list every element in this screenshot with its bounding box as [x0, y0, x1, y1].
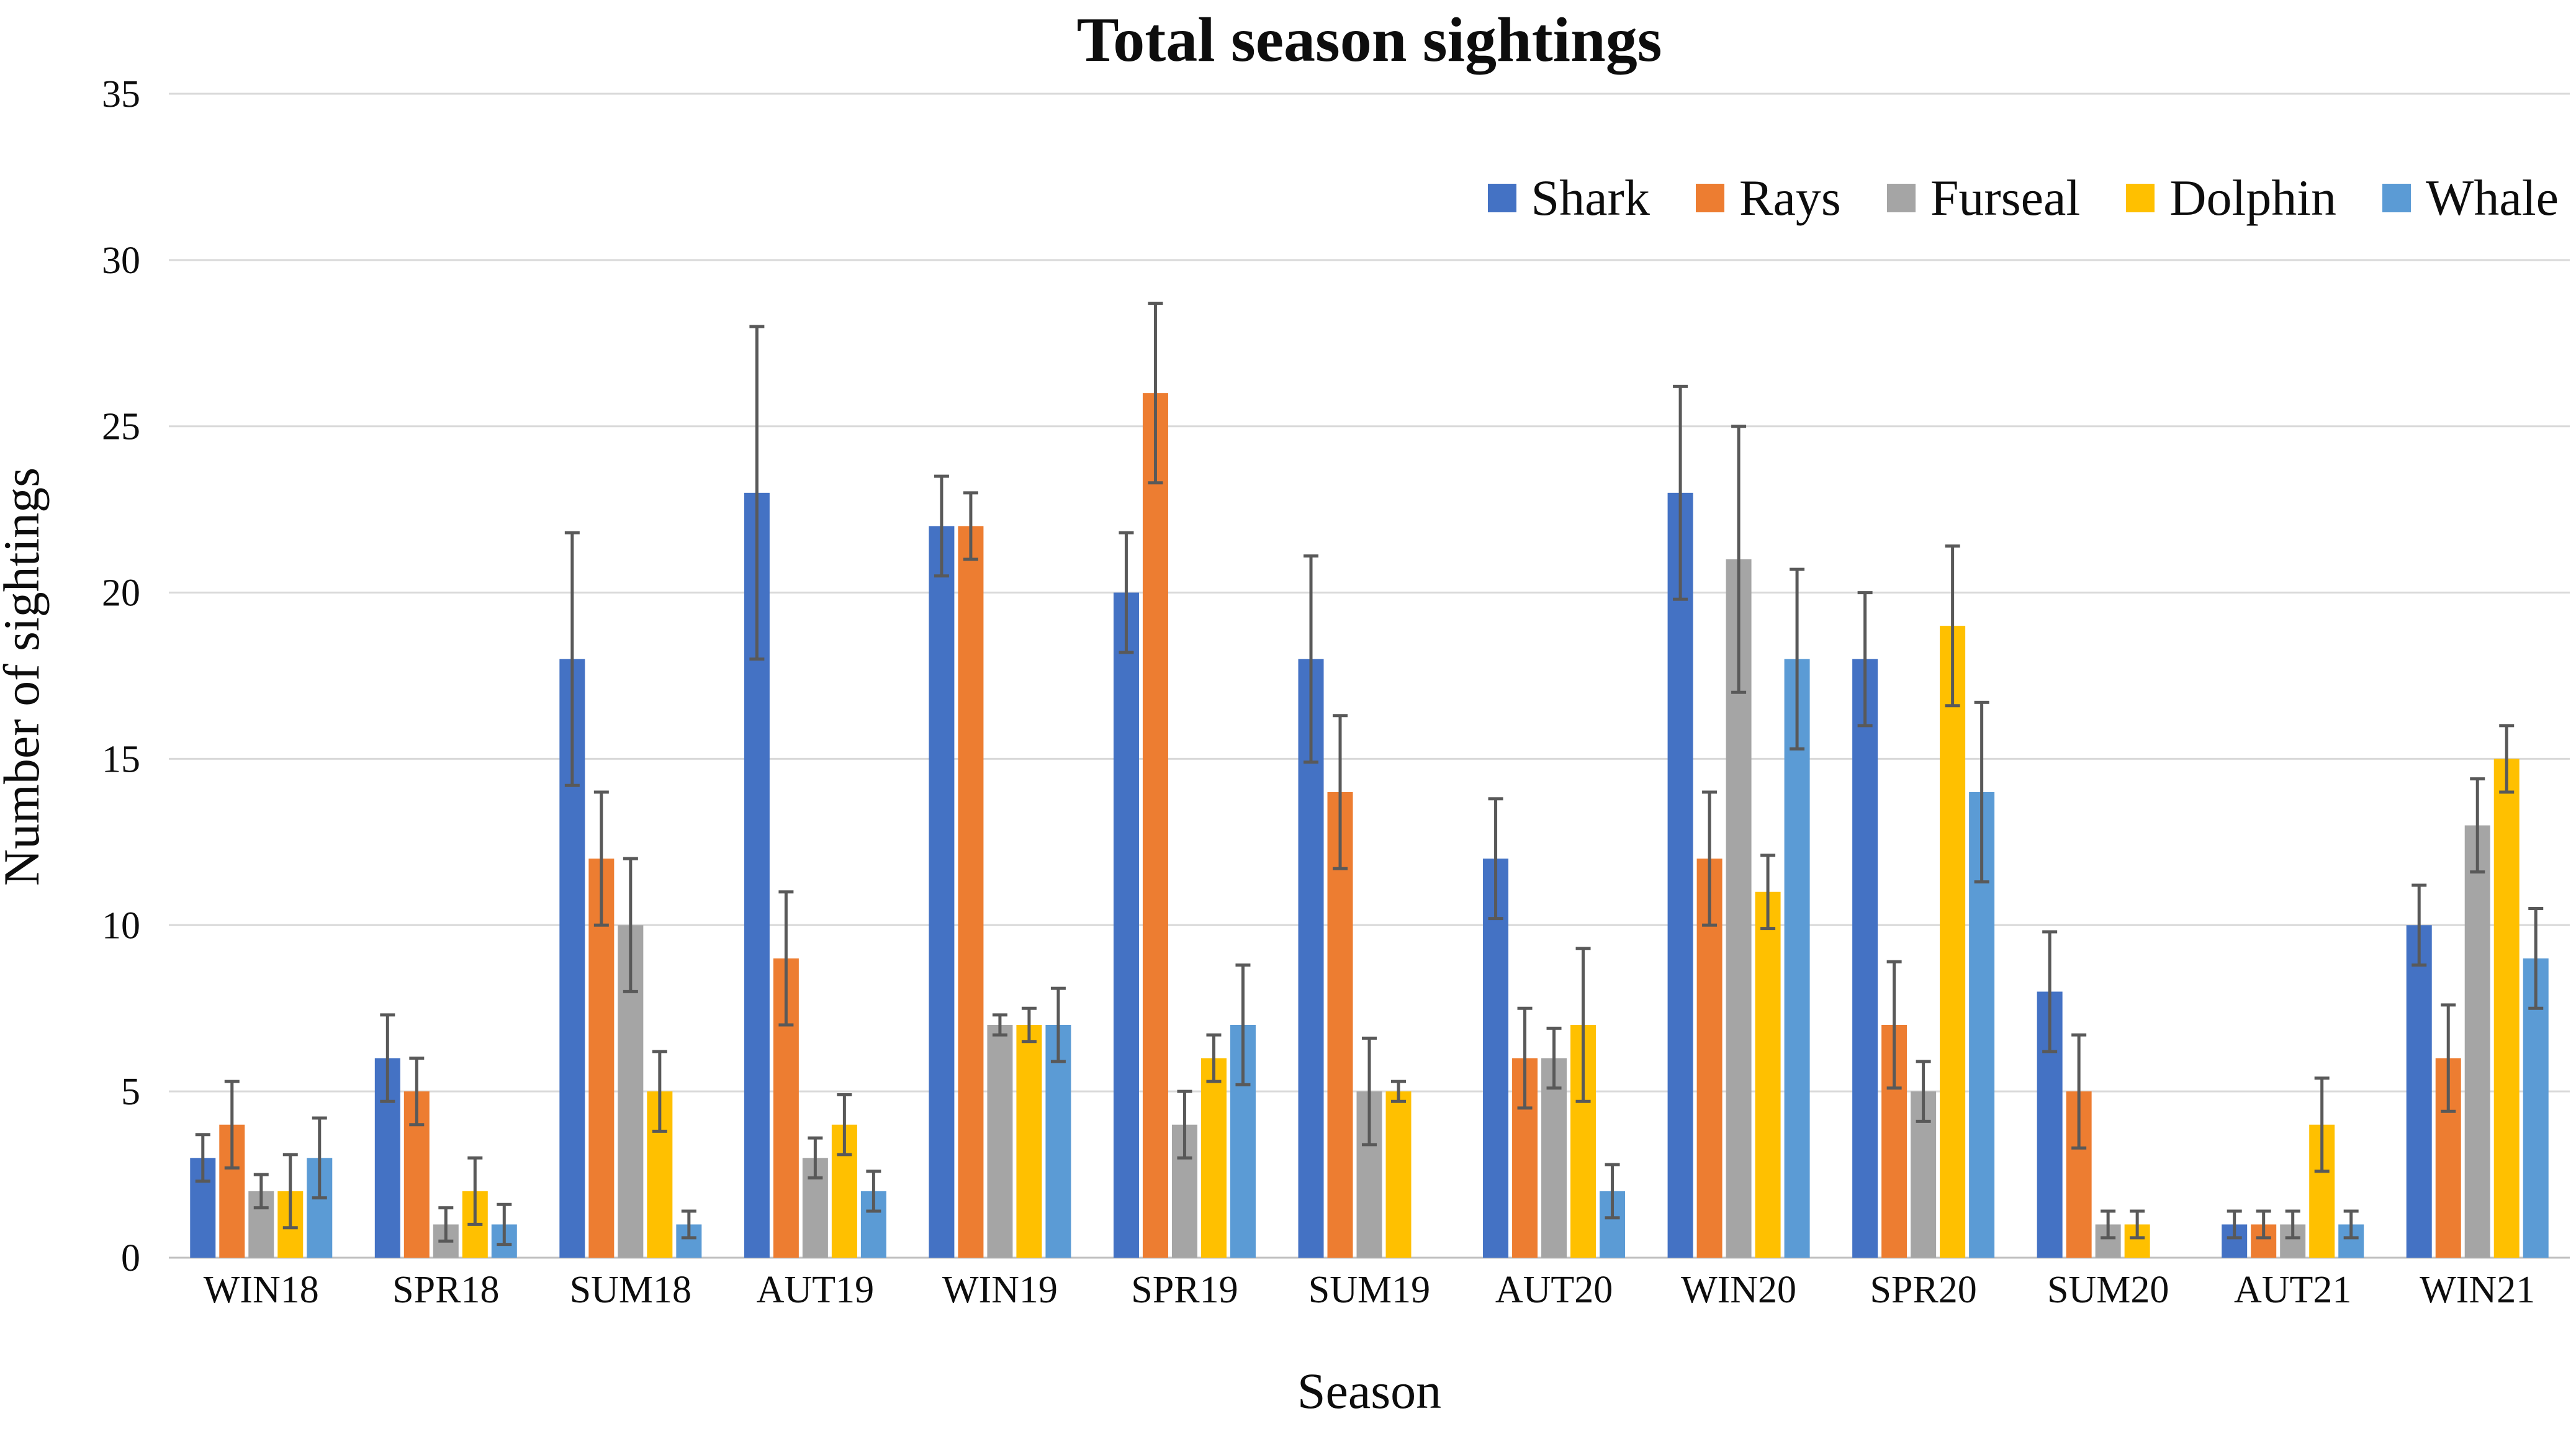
legend-label-dolphin: Dolphin — [2169, 169, 2337, 226]
legend-item-rays: Rays — [1695, 169, 1841, 227]
bar-rays-spr19 — [1142, 393, 1168, 1258]
x-tick-label: SPR19 — [1131, 1269, 1238, 1311]
bar-dolphin-win20 — [1755, 891, 1781, 1258]
x-tick-label: WIN21 — [2420, 1269, 2535, 1311]
y-axis-title: Number of sightings — [0, 467, 50, 886]
x-tick-label: AUT19 — [757, 1269, 874, 1311]
error-bars-group — [195, 302, 2544, 1247]
y-tick-label: 35 — [102, 73, 140, 115]
legend-label-shark: Shark — [1531, 169, 1650, 226]
legend-item-whale: Whale — [2382, 169, 2559, 227]
bar-dolphin-win19 — [1016, 1025, 1042, 1258]
x-tick-label: WIN19 — [942, 1269, 1058, 1311]
y-tick-label: 15 — [102, 738, 140, 780]
chart-title: Total season sightings — [1076, 5, 1662, 75]
bar-rays-win19 — [958, 526, 984, 1258]
bar-dolphin-sum19 — [1385, 1091, 1412, 1258]
x-tick-label: SPR18 — [392, 1269, 499, 1311]
bar-shark-spr20 — [1852, 659, 1878, 1258]
legend-swatch-dolphin — [2126, 184, 2155, 212]
legend: Shark Rays Furseal Dolphin Whale — [1487, 169, 2559, 227]
bar-shark-win20 — [1667, 492, 1693, 1258]
legend-label-whale: Whale — [2426, 169, 2559, 226]
x-tick-labels-group: WIN18 SPR18 SUM18 AUT19 WIN19 SPR19 SUM19 AUT20… — [204, 1269, 2535, 1311]
x-tick-label: SUM20 — [2047, 1269, 2169, 1311]
bar-furseal-win21 — [2464, 825, 2490, 1258]
x-tick-label: SUM18 — [570, 1269, 691, 1311]
y-tick-label: 20 — [102, 572, 140, 615]
bar-shark-win21 — [2406, 925, 2432, 1258]
y-tick-labels-group: 0 5 10 15 20 25 30 35 — [102, 73, 140, 1279]
x-tick-label: WIN20 — [1681, 1269, 1796, 1311]
x-tick-label: SUM19 — [1308, 1269, 1430, 1311]
legend-swatch-furseal — [1886, 184, 1916, 212]
bar-whale-win19 — [1045, 1025, 1071, 1258]
bar-furseal-win19 — [987, 1025, 1013, 1258]
y-tick-label: 5 — [121, 1071, 140, 1113]
x-axis-title: Season — [1297, 1363, 1441, 1419]
legend-swatch-rays — [1695, 184, 1724, 212]
bar-whale-win20 — [1784, 659, 1810, 1258]
x-tick-label: AUT20 — [1495, 1269, 1613, 1311]
bar-shark-aut20 — [1483, 859, 1509, 1258]
legend-swatch-shark — [1487, 184, 1516, 212]
bar-shark-spr19 — [1113, 592, 1139, 1258]
bar-dolphin-win21 — [2493, 759, 2520, 1258]
legend-label-rays: Rays — [1739, 169, 1841, 226]
bar-dolphin-spr20 — [1940, 626, 1966, 1258]
bar-furseal-aut20 — [1541, 1058, 1567, 1258]
legend-swatch-whale — [2382, 184, 2412, 212]
legend-item-dolphin: Dolphin — [2126, 169, 2336, 227]
bar-shark-win19 — [929, 526, 955, 1258]
y-tick-label: 0 — [121, 1237, 140, 1279]
y-tick-label: 25 — [102, 406, 140, 448]
x-tick-label: WIN18 — [204, 1269, 319, 1311]
y-tick-label: 10 — [102, 904, 140, 947]
legend-label-furseal: Furseal — [1930, 169, 2081, 226]
x-tick-label: SPR20 — [1870, 1269, 1976, 1311]
x-tick-label: AUT21 — [2234, 1269, 2351, 1311]
bar-dolphin-spr19 — [1200, 1058, 1227, 1258]
y-tick-label: 30 — [102, 240, 140, 282]
legend-item-furseal: Furseal — [1886, 169, 2081, 227]
legend-item-shark: Shark — [1487, 169, 1650, 227]
